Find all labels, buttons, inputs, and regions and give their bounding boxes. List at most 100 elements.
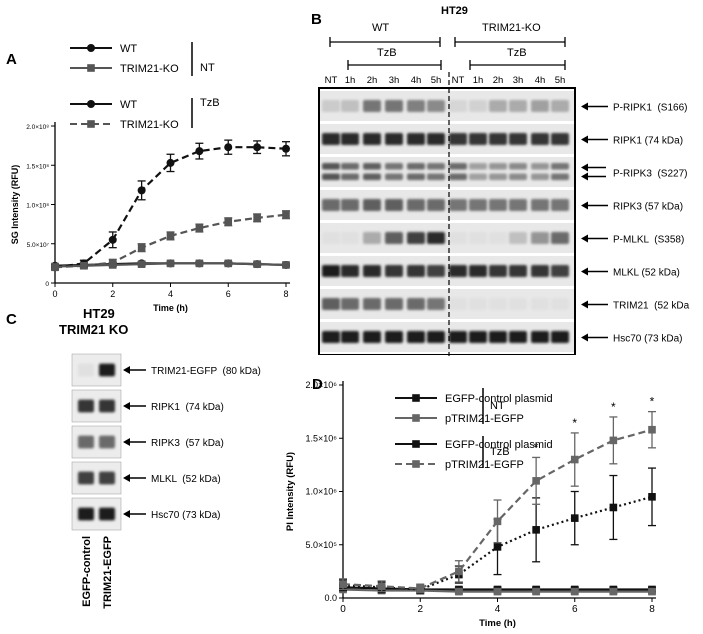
panel-c-title-line1: HT29 bbox=[83, 306, 115, 321]
legend-marker bbox=[412, 394, 420, 402]
data-point bbox=[339, 580, 347, 588]
blot-strip bbox=[320, 289, 574, 321]
band bbox=[363, 100, 381, 112]
data-point bbox=[224, 143, 233, 152]
band bbox=[449, 265, 467, 277]
band bbox=[322, 163, 340, 170]
blot-background bbox=[320, 157, 574, 187]
strip-gap bbox=[320, 220, 574, 222]
band bbox=[341, 100, 359, 112]
blot-strip bbox=[320, 223, 574, 255]
legend-entry: pTRIM21-EGFP bbox=[395, 413, 524, 425]
blot-label: Hsc70 (73 kDa) bbox=[613, 334, 682, 345]
band bbox=[78, 435, 94, 449]
legend-label: EGFP-control plasmid bbox=[445, 393, 553, 405]
y-tick-label: 2.0×10⁶ bbox=[306, 380, 338, 390]
band bbox=[385, 173, 403, 181]
data-point bbox=[253, 260, 261, 268]
y-axis-title: SG Intensity (RFU) bbox=[10, 165, 20, 245]
legend-entry: EGFP-control plasmid bbox=[395, 393, 553, 405]
blot-label: RIPK1 (74 kDa) bbox=[151, 402, 224, 413]
data-point bbox=[282, 261, 290, 269]
band bbox=[531, 298, 549, 310]
legend-label: WT bbox=[120, 43, 137, 55]
significance-mark: * bbox=[650, 395, 655, 409]
band bbox=[427, 163, 445, 170]
data-point bbox=[137, 186, 146, 195]
panel-b-treatment-ko: TzB bbox=[507, 47, 527, 59]
band bbox=[489, 232, 507, 244]
series-2 bbox=[51, 139, 290, 272]
panel-c-lane-labels: EGFP-control TRIM21-EGFP bbox=[81, 536, 114, 609]
band bbox=[551, 232, 569, 244]
x-tick-label: 6 bbox=[226, 289, 231, 299]
arrow-head bbox=[581, 163, 588, 172]
x-axis-title: Time (h) bbox=[153, 303, 188, 313]
legend-marker bbox=[87, 64, 95, 72]
y-axis-title: PI Intensity (RFU) bbox=[285, 452, 296, 531]
band bbox=[551, 100, 569, 112]
x-tick-label: 4 bbox=[168, 289, 173, 299]
y-tick-label: 0 bbox=[45, 281, 49, 288]
band bbox=[341, 133, 359, 145]
band bbox=[551, 133, 569, 145]
lane-label: 4h bbox=[535, 75, 546, 86]
band bbox=[449, 133, 467, 145]
data-point bbox=[137, 243, 146, 252]
y-tick-label: 1.0×10⁶ bbox=[306, 487, 338, 497]
band bbox=[449, 298, 467, 310]
band bbox=[341, 265, 359, 277]
lane-label: 2h bbox=[493, 75, 504, 86]
band bbox=[509, 199, 527, 211]
band bbox=[407, 265, 425, 277]
band bbox=[531, 331, 549, 343]
series-3 bbox=[339, 410, 656, 594]
blot-label: TRIM21-EGFP (80 kDa) bbox=[151, 366, 261, 377]
legend-entry: TRIM21-KO bbox=[70, 63, 179, 75]
legend-label: WT bbox=[120, 99, 137, 111]
arrow-head bbox=[123, 402, 130, 410]
x-tick-label: 6 bbox=[572, 604, 578, 615]
band bbox=[407, 199, 425, 211]
panel-b-cell-line: HT29 bbox=[441, 5, 468, 17]
legend-label: pTRIM21-EGFP bbox=[445, 459, 524, 471]
data-point bbox=[648, 493, 656, 501]
band bbox=[427, 100, 445, 112]
blot-strip bbox=[71, 389, 122, 423]
band bbox=[509, 232, 527, 244]
band bbox=[385, 133, 403, 145]
band bbox=[322, 265, 340, 277]
legend-entry: WT bbox=[70, 43, 137, 55]
y-tick-label: 1.5×10⁸ bbox=[26, 163, 49, 170]
band bbox=[385, 298, 403, 310]
band bbox=[363, 173, 381, 181]
band bbox=[363, 232, 381, 244]
legend-marker bbox=[412, 414, 420, 422]
blot-strip bbox=[71, 461, 122, 495]
band bbox=[385, 232, 403, 244]
band bbox=[531, 232, 549, 244]
band bbox=[99, 471, 115, 485]
band bbox=[407, 133, 425, 145]
band bbox=[385, 163, 403, 170]
arrow-head bbox=[581, 234, 588, 243]
arrow-head bbox=[581, 102, 588, 111]
band bbox=[363, 163, 381, 170]
significance-mark: * bbox=[611, 400, 616, 414]
legend-entry: TRIM21-KO bbox=[70, 119, 179, 131]
blot-strip bbox=[320, 322, 574, 354]
band bbox=[427, 133, 445, 145]
data-point bbox=[137, 260, 146, 268]
panel-b-lane-labels: NT 1h 2h 3h 4h 5h NT 1h 2h 3h 4h 5h bbox=[325, 75, 566, 86]
blot-strip bbox=[71, 497, 122, 531]
lane-label: NT bbox=[452, 75, 465, 86]
blot-label: P-RIPK3 (S227) bbox=[613, 169, 687, 180]
arrow-head bbox=[581, 172, 588, 181]
arrow-head bbox=[581, 267, 588, 276]
band bbox=[469, 173, 487, 181]
band bbox=[427, 173, 445, 181]
panel-a-chart: 0 2 4 6 8 0 5.0×10⁷ 1.0×10⁸ 1.5×10⁸ 2.0×10⁸ Time (… bbox=[10, 122, 290, 313]
strip-gap bbox=[320, 319, 574, 321]
band bbox=[322, 298, 340, 310]
band bbox=[427, 232, 445, 244]
